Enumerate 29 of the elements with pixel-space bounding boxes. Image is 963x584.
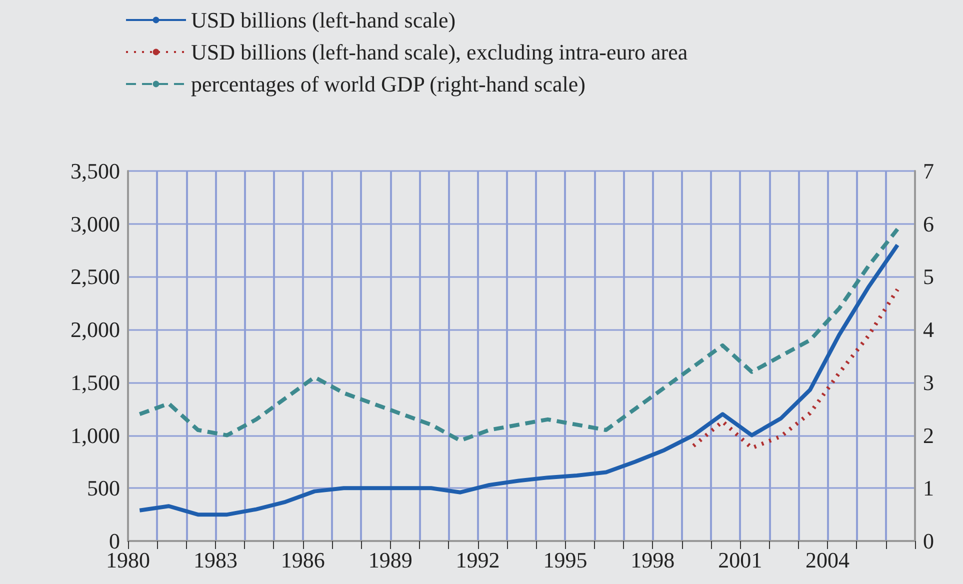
line-series [138,227,900,443]
x-tick-label: 1989 [368,548,412,572]
y-tick-label: 3,000 [70,211,120,236]
x-tick-label: 1992 [456,548,500,572]
line-series [691,287,900,450]
y-tick-label: 3,500 [70,158,120,184]
y-tick-label: 2,000 [70,317,120,342]
x-tick-label: 1995 [543,548,588,572]
y2-tick-label: 0 [923,528,934,554]
y2-tick-label: 3 [923,370,934,395]
y-tick-label: 2,500 [70,264,120,290]
legend-label: percentages of world GDP (right-hand scale) [191,72,586,96]
y2-tick-label: 7 [923,158,934,184]
y2-tick-label: 2 [923,422,934,448]
y-tick-label: 1,000 [70,422,120,448]
x-tick-label: 2004 [806,548,850,572]
legend-label: USD billions (left-hand scale) [191,8,456,32]
x-tick-label: 1983 [193,548,238,572]
y-tick-label: 1,500 [70,370,120,395]
y2-tick-label: 6 [923,211,934,236]
x-tick-label: 1986 [280,548,325,572]
y-tick-label: 500 [87,476,120,501]
x-tick-label: 1998 [630,548,675,572]
y2-tick-label: 4 [923,317,934,342]
legend-label: USD billions (left-hand scale), excluding intra-euro area [191,40,688,64]
y2-tick-label: 1 [923,476,934,501]
x-tick-label: 2001 [718,548,762,572]
line-series [138,243,900,517]
y2-tick-label: 5 [923,264,934,290]
